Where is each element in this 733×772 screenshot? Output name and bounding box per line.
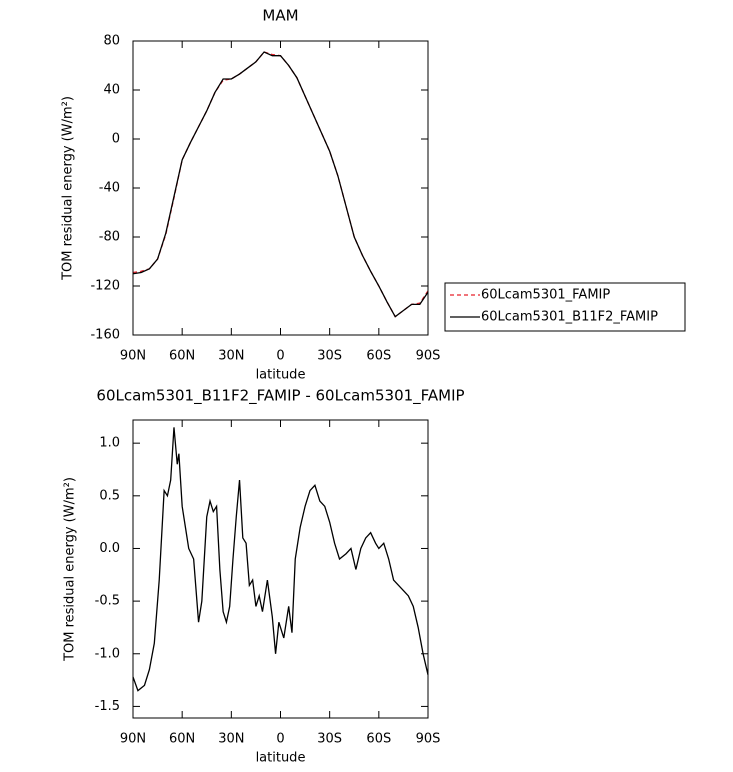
y-tick-label: -160 (90, 328, 120, 343)
y-tick-label: 1.0 (99, 436, 120, 451)
x-tick-label: 90S (416, 732, 441, 747)
chart-title: MAM (262, 7, 298, 25)
y-tick-label: -1.0 (95, 646, 120, 661)
x-tick-label: 60S (366, 732, 391, 747)
x-tick-label: 0 (276, 349, 284, 364)
y-tick-label: 0.0 (99, 541, 120, 556)
data-line (132, 51, 429, 318)
x-tick-label: 60N (169, 732, 195, 747)
y-tick-label: -80 (99, 230, 120, 245)
y-tick-label: -40 (99, 181, 120, 196)
chart-title: 60Lcam5301_B11F2_FAMIP - 60Lcam5301_FAMI… (96, 387, 464, 406)
y-axis-label: TOM residual energy (W/m²) (61, 96, 76, 281)
x-tick-label: 30N (218, 349, 244, 364)
x-axis-label: latitude (256, 368, 306, 383)
y-tick-label: 0 (112, 132, 120, 147)
x-tick-label: 90N (120, 349, 146, 364)
x-tick-label: 90S (416, 349, 441, 364)
x-tick-label: 30N (218, 732, 244, 747)
y-tick-label: -0.5 (95, 594, 120, 609)
data-line (132, 427, 429, 692)
y-axis-label: TOM residual energy (W/m²) (63, 477, 78, 662)
x-tick-label: 60N (169, 349, 195, 364)
legend-label: 60Lcam5301_B11F2_FAMIP (481, 310, 658, 325)
y-tick-label: -1.5 (95, 699, 120, 714)
x-tick-label: 30S (317, 732, 342, 747)
x-tick-label: 0 (276, 732, 284, 747)
y-tick-label: -120 (90, 279, 120, 294)
y-tick-label: 80 (103, 34, 120, 49)
x-tick-label: 60S (366, 349, 391, 364)
y-tick-label: 0.5 (99, 488, 120, 503)
x-axis-label: latitude (256, 751, 306, 766)
plot-frame (132, 40, 429, 336)
x-tick-label: 90N (120, 732, 146, 747)
legend-box (444, 282, 686, 332)
x-tick-label: 30S (317, 349, 342, 364)
legend-label: 60Lcam5301_FAMIP (481, 288, 610, 303)
y-tick-label: 40 (103, 83, 120, 98)
plot-frame (132, 419, 429, 719)
